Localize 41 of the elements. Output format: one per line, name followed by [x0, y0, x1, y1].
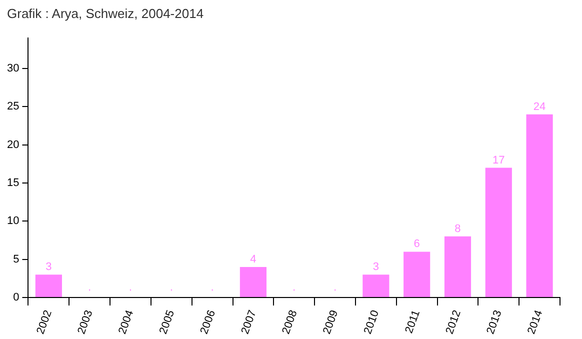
- x-tick-label: 2007: [239, 308, 259, 336]
- x-tick-label: 2002: [34, 308, 54, 336]
- x-tick-label: 2009: [321, 308, 341, 336]
- bar: [362, 274, 390, 297]
- data-label: ·: [210, 284, 214, 296]
- data-label: ·: [333, 284, 337, 296]
- y-tick-label: 10: [6, 215, 20, 228]
- x-tick-label: 2004: [116, 308, 136, 336]
- y-tick-label: 5: [13, 253, 20, 266]
- data-label: ·: [88, 284, 92, 296]
- data-label: 8: [454, 222, 461, 235]
- x-tick-label: 2012: [444, 308, 464, 336]
- data-label: ·: [128, 284, 132, 296]
- x-tick-label: 2013: [484, 308, 504, 336]
- bar: [485, 168, 512, 297]
- y-tick-label: 30: [6, 62, 20, 75]
- data-label: 6: [414, 238, 420, 250]
- data-label: 3: [372, 261, 379, 274]
- bar: [240, 266, 267, 297]
- bar: [35, 274, 62, 297]
- x-tick-label: 2005: [157, 308, 178, 336]
- bar: [404, 252, 430, 297]
- x-tick-label: 2010: [362, 308, 382, 336]
- data-label: 3: [46, 261, 52, 274]
- x-tick-label: 2003: [76, 308, 96, 336]
- x-tick-label: 2014: [526, 308, 546, 336]
- y-tick-label: 25: [6, 100, 20, 113]
- data-label: 17: [492, 154, 505, 166]
- data-label: 24: [533, 100, 546, 113]
- y-tick-label: 0: [13, 292, 20, 304]
- chart-title: Grafik : Arya, Schweiz, 2004-2014: [7, 6, 204, 21]
- bar: [526, 114, 553, 297]
- y-tick-label: 20: [6, 138, 20, 151]
- data-label: ·: [170, 284, 174, 296]
- x-tick-label: 2006: [198, 308, 218, 336]
- data-label: 4: [250, 253, 256, 266]
- data-label: ·: [292, 284, 296, 296]
- y-tick-label: 15: [6, 177, 20, 190]
- bar: [444, 236, 472, 297]
- x-tick-label: 2011: [403, 308, 422, 336]
- x-tick-label: 2008: [280, 308, 300, 336]
